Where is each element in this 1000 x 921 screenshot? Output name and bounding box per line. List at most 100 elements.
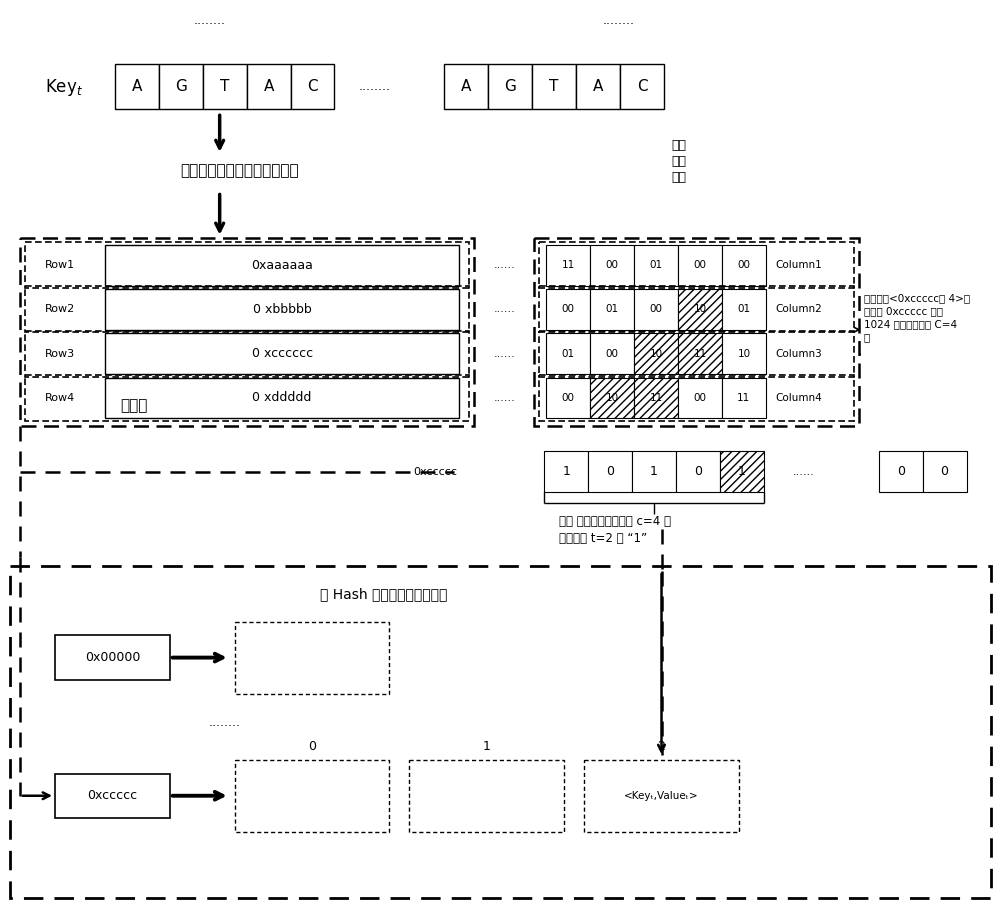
Bar <box>722 245 766 286</box>
Bar <box>722 378 766 418</box>
Text: 以 Hash 桶方式组织的数据库: 以 Hash 桶方式组织的数据库 <box>320 587 447 601</box>
Text: 00: 00 <box>737 261 750 270</box>
Bar <box>576 64 620 109</box>
Bar <box>10 566 991 898</box>
Bar <box>590 333 634 374</box>
Text: Row3: Row3 <box>45 349 75 358</box>
Bar <box>590 378 634 418</box>
Text: 00: 00 <box>650 305 663 314</box>
Bar <box>534 238 859 426</box>
Bar <box>544 451 588 492</box>
Bar <box>539 375 854 421</box>
Text: 指向桶: 指向桶 <box>120 398 147 413</box>
Text: 0: 0 <box>694 465 702 478</box>
Bar <box>678 245 722 286</box>
Text: A: A <box>461 79 471 94</box>
Bar <box>546 378 590 418</box>
Bar <box>634 289 678 330</box>
Text: 11: 11 <box>649 393 663 402</box>
Bar <box>235 760 389 832</box>
Text: 计算 该比特向量行的第 c=4 位
之前，有 t=2 个 “1”: 计算 该比特向量行的第 c=4 位 之前，有 t=2 个 “1” <box>559 515 671 544</box>
Text: 0xccccc: 0xccccc <box>87 789 137 802</box>
Text: G: G <box>175 79 187 94</box>
Text: 01: 01 <box>649 261 663 270</box>
Text: ........: ........ <box>603 14 635 27</box>
Text: ........: ........ <box>209 717 241 729</box>
Bar <box>55 774 170 818</box>
Text: ......: ...... <box>793 467 815 476</box>
Bar <box>584 760 739 832</box>
Bar <box>444 64 488 109</box>
Bar <box>55 635 170 680</box>
Text: 0: 0 <box>897 465 905 478</box>
Text: ......: ...... <box>493 349 515 358</box>
Text: 01: 01 <box>606 305 619 314</box>
Bar <box>291 64 334 109</box>
Bar <box>722 289 766 330</box>
Text: 0xaaaaaa: 0xaaaaaa <box>251 259 313 272</box>
Text: 01: 01 <box>737 305 750 314</box>
Text: Row4: Row4 <box>45 393 75 402</box>
Text: 0: 0 <box>941 465 949 478</box>
Text: Column1: Column1 <box>776 261 823 270</box>
Bar <box>879 451 923 492</box>
Bar <box>620 64 664 109</box>
Bar <box>722 333 766 374</box>
Bar <box>678 378 722 418</box>
Bar <box>25 286 469 332</box>
Bar <box>247 64 291 109</box>
Bar <box>634 333 678 374</box>
Bar <box>203 64 247 109</box>
Bar <box>105 289 459 330</box>
Bar <box>25 375 469 421</box>
Text: 0 xddddd: 0 xddddd <box>252 391 312 404</box>
Bar <box>115 64 159 109</box>
Bar <box>488 64 532 109</box>
Text: 根据坐标<0xccccc， 4>命
中的第 0xccccc 行的
1024 位向量中的第 C=4
位: 根据坐标<0xccccc， 4>命 中的第 0xccccc 行的 1024 位向… <box>864 293 970 343</box>
Text: 11: 11 <box>737 393 751 402</box>
Text: 10: 10 <box>693 305 707 314</box>
Bar <box>105 245 459 286</box>
Bar <box>546 333 590 374</box>
Bar <box>590 289 634 330</box>
Bar <box>632 451 676 492</box>
Text: A: A <box>132 79 142 94</box>
Bar <box>546 245 590 286</box>
Text: A: A <box>263 79 274 94</box>
Bar <box>634 378 678 418</box>
Text: 2: 2 <box>658 740 665 752</box>
Text: Column3: Column3 <box>776 349 823 358</box>
Text: 按位循环偏移并进行哈希映射: 按位循环偏移并进行哈希映射 <box>180 163 299 178</box>
Text: 01: 01 <box>562 349 575 358</box>
Text: 循环
偏移
次数: 循环 偏移 次数 <box>671 139 686 183</box>
Bar <box>20 238 474 426</box>
Text: ........: ........ <box>358 80 390 93</box>
Bar <box>539 331 854 377</box>
Bar <box>923 451 967 492</box>
Bar <box>532 64 576 109</box>
Text: 0: 0 <box>308 740 316 752</box>
Bar <box>720 451 764 492</box>
Bar <box>676 451 720 492</box>
Text: T: T <box>220 79 229 94</box>
Text: 0 xcccccc: 0 xcccccc <box>252 347 313 360</box>
Text: 00: 00 <box>606 261 619 270</box>
Bar <box>634 245 678 286</box>
Bar <box>105 333 459 374</box>
Text: 1: 1 <box>738 465 746 478</box>
Text: Column2: Column2 <box>776 305 823 314</box>
Bar <box>588 451 632 492</box>
Text: 00: 00 <box>562 393 575 402</box>
Text: 10: 10 <box>649 349 663 358</box>
Text: 11: 11 <box>562 261 575 270</box>
Text: G: G <box>504 79 516 94</box>
Bar <box>678 333 722 374</box>
Text: Row2: Row2 <box>45 305 75 314</box>
Text: Column4: Column4 <box>776 393 823 402</box>
Bar <box>546 289 590 330</box>
Text: 0xccccc: 0xccccc <box>413 467 457 476</box>
Text: 1: 1 <box>562 465 570 478</box>
Text: Key$_t$: Key$_t$ <box>45 77 83 98</box>
Bar <box>105 378 459 418</box>
Text: 0: 0 <box>606 465 614 478</box>
